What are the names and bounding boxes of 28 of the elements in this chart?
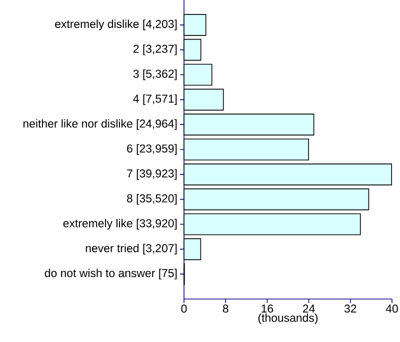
x-tick-label: 8 (222, 304, 228, 313)
y-tick-label: 7 [39,923] (127, 169, 177, 180)
bar (184, 188, 370, 210)
bar (184, 164, 392, 186)
y-tick-label: extremely like [33,920] (63, 218, 177, 230)
y-tick-label: 2 [3,237] (133, 44, 177, 56)
x-tick-label: 16 (262, 304, 274, 313)
y-tick-label: 6 [23,959] (127, 144, 177, 155)
y-tick-label: 3 [5,362] (133, 69, 177, 80)
x-axis-title: (thousands) (258, 313, 318, 324)
x-tick-label: 32 (344, 304, 356, 313)
bar (184, 138, 309, 160)
bar (184, 88, 224, 111)
y-tick-label: 8 [35,520] (127, 194, 177, 205)
y-tick-label: extremely dislike [4,203] (55, 20, 177, 30)
y-tick-label: neither like nor dislike [24,964] (23, 119, 177, 130)
bar (184, 14, 206, 36)
bar (184, 64, 212, 86)
bar (184, 238, 202, 260)
y-tick-label: never tried [3,207] (86, 244, 177, 255)
y-tick-label: 4 [7,571] (133, 94, 177, 106)
x-tick-label: 24 (303, 304, 315, 313)
bar (184, 38, 202, 61)
x-tick-label: 0 (181, 304, 187, 313)
x-tick-label: 40 (386, 304, 398, 313)
bar (184, 114, 314, 136)
bar (184, 213, 361, 236)
y-tick-label: do not wish to answer [75] (44, 268, 177, 280)
